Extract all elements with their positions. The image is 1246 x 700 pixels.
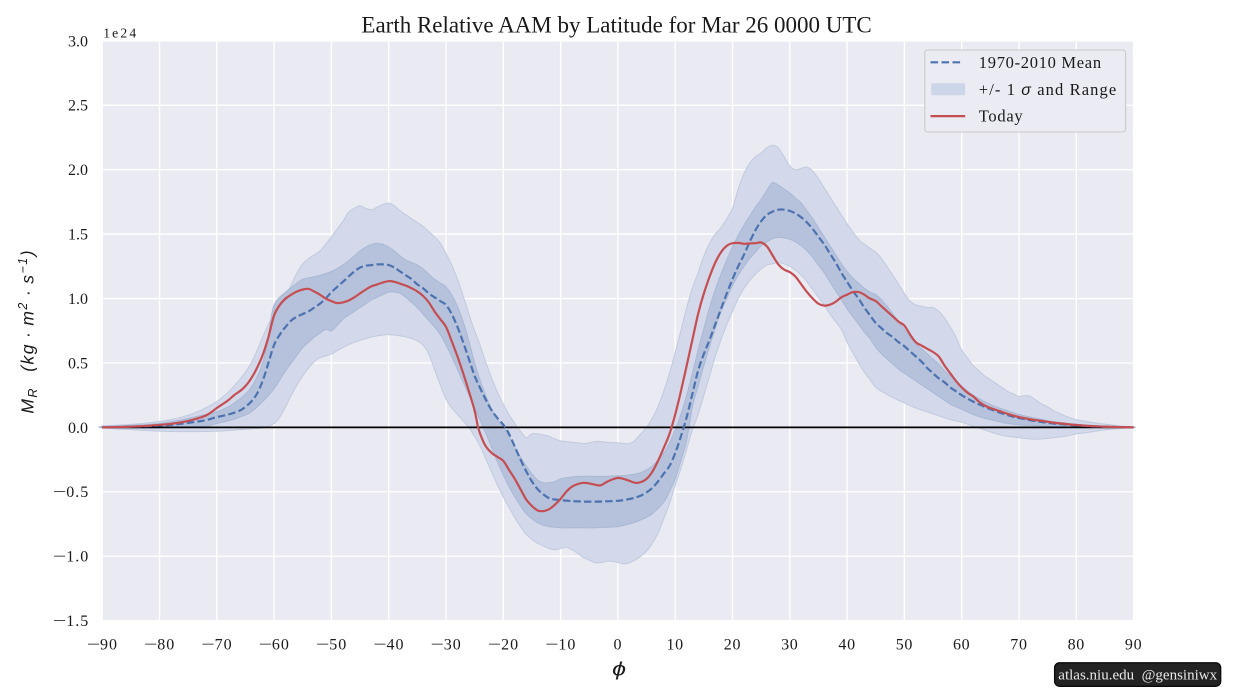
svg-text:−50: −50 — [316, 636, 347, 653]
svg-text:atlas.niu.edu @gensiniwx: atlas.niu.edu @gensiniwx — [1058, 667, 1217, 683]
svg-text:20: 20 — [724, 636, 741, 653]
svg-text:90: 90 — [1125, 636, 1142, 653]
svg-text:1.0: 1.0 — [68, 291, 88, 308]
svg-text:2.0: 2.0 — [68, 162, 88, 179]
svg-text:10: 10 — [666, 636, 683, 653]
svg-text:0.5: 0.5 — [68, 355, 88, 372]
svg-text:−20: −20 — [488, 636, 519, 653]
svg-text:50: 50 — [896, 636, 913, 653]
svg-text:+/- 1 σ and Range: +/- 1 σ and Range — [979, 80, 1117, 99]
svg-text:−0.5: −0.5 — [53, 484, 89, 501]
svg-text:ϕ: ϕ — [612, 658, 626, 680]
svg-text:−40: −40 — [373, 636, 404, 653]
svg-text:40: 40 — [838, 636, 855, 653]
svg-text:2.5: 2.5 — [68, 98, 88, 115]
svg-text:60: 60 — [953, 636, 970, 653]
svg-text:−30: −30 — [430, 636, 461, 653]
svg-text:0: 0 — [614, 636, 623, 653]
svg-text:Earth Relative AAM by Latitude: Earth Relative AAM by Latitude for Mar 2… — [361, 13, 871, 38]
svg-text:MR (kg · m2 · s−1): MR (kg · m2 · s−1) — [16, 249, 40, 414]
svg-text:−90: −90 — [87, 636, 118, 653]
svg-text:1970-2010 Mean: 1970-2010 Mean — [979, 53, 1102, 72]
svg-text:−10: −10 — [545, 636, 576, 653]
svg-text:−60: −60 — [259, 636, 290, 653]
svg-text:0.0: 0.0 — [68, 420, 88, 437]
svg-text:3.0: 3.0 — [68, 33, 88, 50]
svg-text:30: 30 — [781, 636, 798, 653]
svg-text:−70: −70 — [201, 636, 232, 653]
svg-text:70: 70 — [1010, 636, 1027, 653]
svg-text:−1.5: −1.5 — [53, 613, 89, 630]
svg-text:1e24: 1e24 — [103, 25, 138, 40]
svg-text:−1.0: −1.0 — [53, 549, 89, 566]
svg-text:80: 80 — [1068, 636, 1085, 653]
svg-text:Today: Today — [979, 107, 1024, 126]
svg-text:−80: −80 — [144, 636, 175, 653]
svg-text:1.5: 1.5 — [68, 227, 88, 244]
